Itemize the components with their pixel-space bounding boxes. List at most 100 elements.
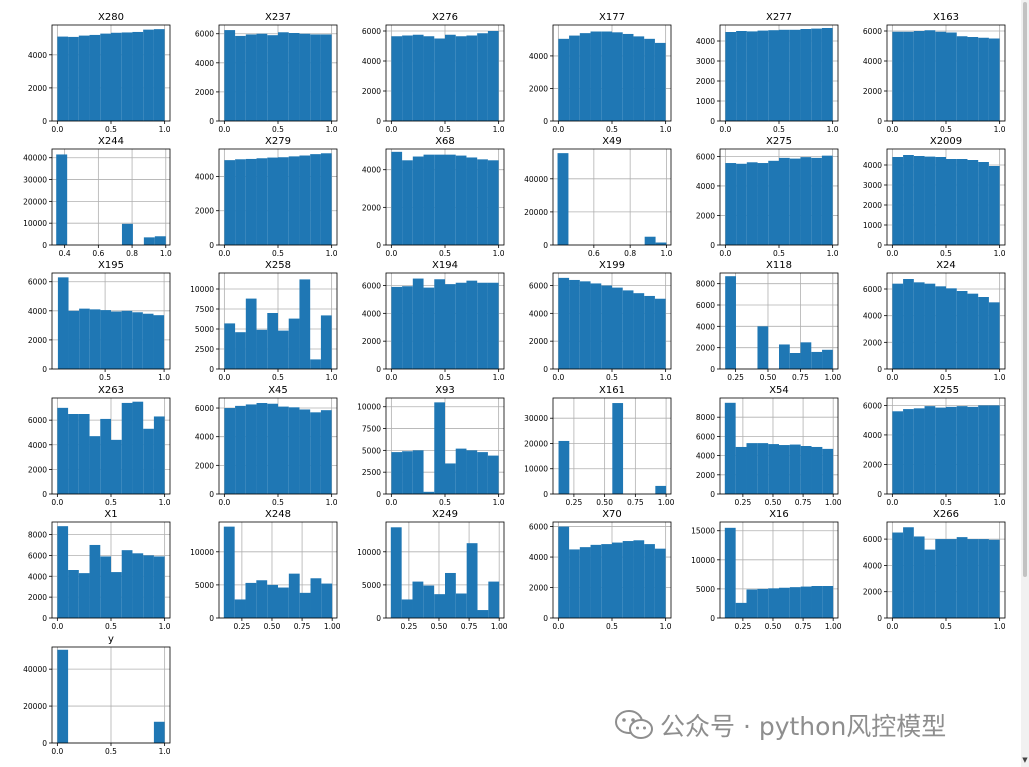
chart-title: y bbox=[108, 634, 114, 645]
histogram-bar bbox=[143, 29, 154, 121]
x-tick-label: 0.0 bbox=[51, 622, 63, 631]
x-tick-label: 0.25 bbox=[727, 373, 744, 382]
chart-title: X68 bbox=[435, 136, 455, 147]
x-tick-label: 0.0 bbox=[552, 125, 564, 134]
histogram-bar bbox=[946, 159, 957, 245]
histogram-bar bbox=[320, 153, 332, 245]
x-tick-label: 0.0 bbox=[385, 498, 397, 507]
y-tick-label: 6000 bbox=[362, 27, 381, 36]
histogram-bar bbox=[299, 409, 311, 494]
x-tick-label: 1.00 bbox=[658, 498, 675, 507]
histogram-bar bbox=[445, 463, 456, 494]
y-tick-label: 2000 bbox=[28, 593, 47, 602]
x-tick-label: 0.75 bbox=[294, 622, 311, 631]
histogram-bar bbox=[68, 36, 79, 122]
histogram-bar bbox=[903, 409, 914, 494]
histogram-bar bbox=[558, 38, 570, 122]
histogram-bar bbox=[967, 160, 979, 245]
histogram-bar bbox=[988, 539, 1000, 618]
histogram-bar bbox=[913, 408, 925, 494]
x-tick-label: 0.5 bbox=[773, 249, 785, 258]
histogram-bar bbox=[132, 553, 144, 618]
y-tick-label: 40000 bbox=[524, 175, 548, 184]
histogram-bar bbox=[402, 286, 413, 369]
y-tick-label: 20000 bbox=[524, 208, 548, 217]
histogram-bar bbox=[757, 163, 769, 245]
x-tick-label: 0.75 bbox=[792, 373, 809, 382]
y-tick-label: 2500 bbox=[362, 468, 381, 477]
x-tick-label: 0.8 bbox=[624, 249, 636, 258]
histogram-bar bbox=[569, 549, 580, 618]
histogram-bar bbox=[466, 35, 478, 121]
histogram-bar bbox=[821, 155, 833, 245]
x-tick-label: 0.50 bbox=[765, 622, 782, 631]
chart-title: X1 bbox=[104, 509, 117, 520]
histogram-bar bbox=[633, 293, 645, 369]
x-tick-label: 0.0 bbox=[886, 622, 898, 631]
scroll-down-arrow-icon[interactable]: ▼ bbox=[1022, 756, 1028, 764]
x-tick-label: 1.0 bbox=[493, 498, 505, 507]
x-tick-label: 0.5 bbox=[439, 373, 451, 382]
histogram-bar bbox=[57, 526, 69, 618]
histogram-x1: 0.0 0.5 1.0 0 2000 4000 6000 8000 X1 bbox=[28, 509, 171, 631]
x-tick-label: 1.0 bbox=[326, 498, 338, 507]
histogram-bar bbox=[601, 31, 612, 121]
y-tick-label: 0 bbox=[376, 241, 381, 250]
histogram-bar bbox=[121, 310, 133, 369]
histogram-bar bbox=[412, 34, 424, 121]
histogram-bar bbox=[935, 407, 946, 494]
y-tick-label: 6000 bbox=[195, 404, 214, 413]
chart-title: X93 bbox=[435, 385, 455, 396]
y-tick-label: 0 bbox=[42, 490, 47, 499]
axes-frame bbox=[552, 397, 672, 495]
histogram-bar bbox=[644, 38, 655, 122]
histogram-x237: 0.0 0.5 1.0 0 2000 4000 6000 X237 bbox=[195, 12, 338, 134]
y-tick-label: 6000 bbox=[863, 285, 882, 294]
y-tick-label: 0 bbox=[42, 739, 47, 748]
histogram-bar bbox=[913, 536, 925, 618]
y-tick-label: 0 bbox=[543, 117, 548, 126]
histogram-bar bbox=[434, 154, 445, 245]
x-tick-label: 1.00 bbox=[824, 373, 841, 382]
histogram-bar bbox=[913, 31, 925, 121]
histogram-bar bbox=[558, 526, 570, 618]
histogram-bar bbox=[746, 31, 758, 121]
histogram-bar bbox=[821, 28, 833, 121]
x-tick-label: 1.0 bbox=[660, 373, 672, 382]
x-tick-label: 0.0 bbox=[719, 125, 731, 134]
x-tick-label: 1.0 bbox=[660, 622, 672, 631]
histogram-x276: 0.0 0.5 1.0 0 2000 4000 6000 X276 bbox=[362, 12, 505, 134]
x-tick-label: 0.0 bbox=[218, 125, 230, 134]
histogram-bar bbox=[142, 313, 154, 369]
y-tick-label: 6000 bbox=[863, 535, 882, 544]
histogram-bar bbox=[736, 31, 747, 121]
histogram-bar bbox=[654, 548, 666, 618]
histogram-bar bbox=[245, 298, 257, 369]
y-tick-label: 0 bbox=[710, 614, 715, 623]
histogram-bar bbox=[412, 450, 424, 494]
histogram-x280: 0.0 0.5 1.0 0 2000 4000 X280 bbox=[28, 12, 171, 134]
histogram-bar bbox=[924, 549, 936, 618]
y-tick-label: 3000 bbox=[863, 181, 882, 190]
y-tick-label: 2000 bbox=[863, 201, 882, 210]
y-tick-label: 6000 bbox=[863, 401, 882, 410]
scrollbar-thumb[interactable] bbox=[1023, 2, 1027, 577]
histogram-bar bbox=[245, 582, 257, 618]
histogram-bar bbox=[390, 527, 402, 618]
y-tick-label: 2000 bbox=[863, 338, 882, 347]
x-tick-label: 0.5 bbox=[439, 498, 451, 507]
histogram-bar bbox=[320, 34, 332, 121]
histogram-bar bbox=[768, 588, 779, 618]
histogram-bar bbox=[57, 277, 69, 369]
y-tick-label: 7500 bbox=[362, 425, 381, 434]
y-tick-label: 0 bbox=[209, 490, 214, 499]
y-tick-label: 10000 bbox=[524, 465, 548, 474]
chart-title: X24 bbox=[936, 260, 956, 271]
x-tick-label: 0.0 bbox=[385, 373, 397, 382]
histogram-bar bbox=[644, 544, 655, 618]
x-tick-label: 1.0 bbox=[160, 249, 172, 258]
histogram-bar bbox=[590, 283, 602, 369]
histogram-bar bbox=[235, 405, 246, 494]
x-tick-label: 1.00 bbox=[825, 622, 842, 631]
